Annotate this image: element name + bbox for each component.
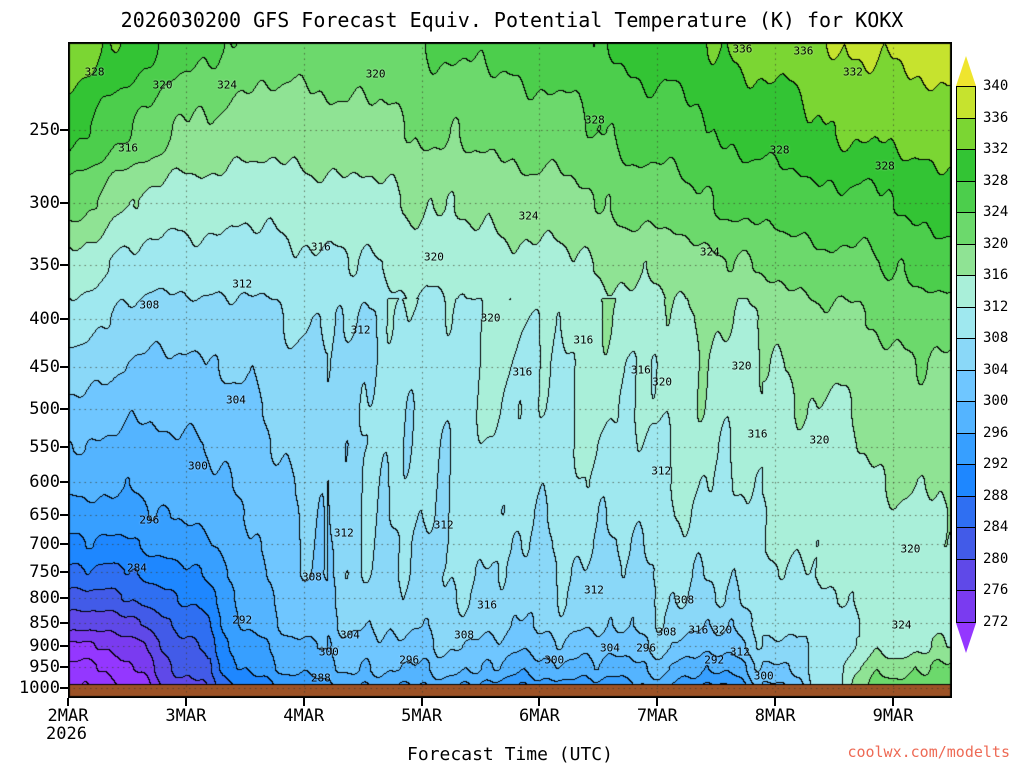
y-tick-label: 950 bbox=[29, 657, 60, 678]
colorbar-segment bbox=[956, 464, 976, 497]
x-tick-mark bbox=[538, 698, 541, 706]
x-tick-label: 3MAR bbox=[165, 706, 207, 726]
colorbar-tick-label: 276 bbox=[983, 582, 1009, 599]
y-tick-mark bbox=[60, 597, 68, 600]
x-tick-mark bbox=[67, 698, 69, 706]
colorbar-segment bbox=[956, 180, 976, 214]
colorbar-tick-label: 328 bbox=[983, 172, 1009, 189]
colorbar-segment bbox=[956, 86, 976, 119]
colorbar-tick-label: 296 bbox=[983, 424, 1009, 441]
colorbar-segment bbox=[956, 306, 976, 340]
y-tick-label: 700 bbox=[29, 534, 60, 555]
colorbar-tick-label: 316 bbox=[983, 267, 1009, 284]
colorbar-segment bbox=[956, 212, 976, 245]
y-tick-label: 250 bbox=[29, 119, 60, 140]
colorbar-segment bbox=[956, 275, 976, 308]
colorbar-tick-label: 336 bbox=[983, 109, 1009, 126]
colorbar-tick-label: 300 bbox=[983, 393, 1009, 410]
y-tick-mark bbox=[60, 621, 68, 624]
x-tick-label: 6MAR bbox=[518, 706, 560, 726]
colorbar-tick-label: 340 bbox=[983, 78, 1009, 94]
colorbar-segment bbox=[956, 117, 976, 151]
y-tick-label: 400 bbox=[29, 309, 60, 330]
x-tick-mark bbox=[420, 698, 423, 706]
colorbar-tick-label: 272 bbox=[983, 614, 1009, 630]
y-tick-label: 350 bbox=[29, 255, 60, 276]
y-tick-mark bbox=[60, 543, 68, 546]
colorbar-over-arrow bbox=[956, 56, 976, 86]
colorbar-segment bbox=[956, 558, 976, 592]
colorbar-segment bbox=[956, 495, 976, 529]
x-tick-label: 9MAR bbox=[872, 706, 914, 726]
chart-title: 2026030200 GFS Forecast Equiv. Potential… bbox=[120, 8, 904, 32]
colorbar-segment bbox=[956, 338, 976, 371]
colorbar-tick-label: 288 bbox=[983, 487, 1009, 504]
y-tick-label: 1000 bbox=[19, 678, 60, 699]
y-tick-mark bbox=[60, 513, 68, 516]
y-tick-mark bbox=[60, 446, 68, 449]
watermark-text: coolwx.com/modelts bbox=[847, 743, 1010, 761]
x-tick-mark bbox=[302, 698, 305, 706]
y-tick-mark bbox=[60, 128, 68, 131]
colorbar-under-arrow bbox=[956, 623, 976, 653]
x-tick-label: 5MAR bbox=[401, 706, 443, 726]
colorbar-segment bbox=[956, 527, 976, 560]
x-tick-mark bbox=[774, 698, 777, 706]
x-tick-mark bbox=[656, 698, 659, 706]
colorbar-tick-label: 284 bbox=[983, 519, 1009, 536]
y-tick-label: 850 bbox=[29, 612, 60, 633]
y-tick-label: 800 bbox=[29, 588, 60, 609]
y-tick-mark bbox=[60, 481, 68, 484]
x-tick-mark bbox=[892, 698, 895, 706]
y-tick-mark bbox=[60, 264, 68, 267]
y-tick-mark bbox=[60, 687, 68, 690]
colorbar-segment bbox=[956, 432, 976, 466]
y-tick-label: 550 bbox=[29, 437, 60, 458]
y-tick-label: 600 bbox=[29, 472, 60, 493]
y-tick-label: 300 bbox=[29, 193, 60, 214]
contour-plot-canvas bbox=[68, 42, 952, 698]
y-tick-mark bbox=[60, 318, 68, 321]
x-tick-mark bbox=[184, 698, 187, 706]
plot-area: 328 320 324 320 328 336 336 332 316 328 328 324 316 3… bbox=[68, 42, 952, 698]
colorbar-tick-label: 324 bbox=[983, 204, 1009, 221]
colorbar-tick-label: 308 bbox=[983, 330, 1009, 347]
x-tick-label: 8MAR bbox=[754, 706, 796, 726]
colorbar-tick-label: 332 bbox=[983, 141, 1009, 158]
x-tick-label: 2MAR bbox=[47, 706, 89, 726]
colorbar-tick-label: 320 bbox=[983, 235, 1009, 252]
colorbar-tick-label: 292 bbox=[983, 456, 1009, 473]
colorbar-segment bbox=[956, 590, 976, 623]
y-tick-mark bbox=[60, 571, 68, 574]
colorbar-tick-label: 280 bbox=[983, 550, 1009, 567]
y-tick-mark bbox=[60, 202, 68, 205]
y-tick-label: 900 bbox=[29, 635, 60, 656]
y-tick-label: 450 bbox=[29, 356, 60, 377]
colorbar-tick-label: 312 bbox=[983, 298, 1009, 315]
y-tick-mark bbox=[60, 644, 68, 647]
y-tick-label: 500 bbox=[29, 398, 60, 419]
colorbar-segment bbox=[956, 243, 976, 277]
x-tick-label: 4MAR bbox=[283, 706, 325, 726]
x-axis-title: Forecast Time (UTC) bbox=[407, 744, 613, 765]
y-tick-mark bbox=[60, 407, 68, 410]
x-axis-year-label: 2026 bbox=[46, 724, 87, 744]
x-tick-label: 7MAR bbox=[636, 706, 678, 726]
y-tick-label: 750 bbox=[29, 562, 60, 583]
y-tick-mark bbox=[60, 365, 68, 368]
y-tick-mark bbox=[60, 666, 68, 669]
colorbar-segment bbox=[956, 369, 976, 403]
colorbar-segment bbox=[956, 149, 976, 182]
colorbar-tick-label: 304 bbox=[983, 361, 1009, 378]
colorbar-segment bbox=[956, 401, 976, 434]
y-tick-label: 650 bbox=[29, 504, 60, 525]
